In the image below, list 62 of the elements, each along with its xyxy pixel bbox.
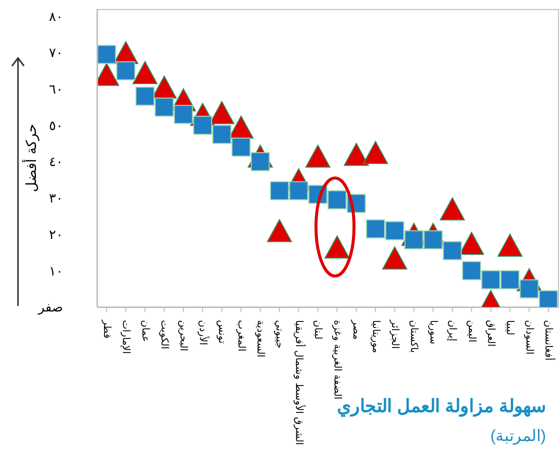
point [382,246,408,270]
x-tick-label: باكستان [408,320,420,353]
point [462,261,482,280]
x-tick-label: الشرق الأوسط وشمال أفريقيا [292,320,306,446]
x-tick-label: البحرين [178,320,189,352]
point [385,221,404,240]
y-tick-label: صفر [37,300,63,316]
x-tick-label: الجزائر [388,319,400,349]
point [497,234,522,257]
y-tick-label: ١٠ [49,264,63,280]
point [97,44,116,64]
point [305,144,330,168]
x-tick-label: مصر [350,319,362,340]
y-tick-label: ٧٠ [49,46,63,62]
point [366,219,386,238]
point [154,98,174,117]
point [136,86,155,106]
x-tick-label: السعودية [254,320,266,358]
x-tick-label: الضفة الغربية وغزة [331,320,342,400]
x-tick-label: موريتانيا [370,320,381,354]
y-tick-label: ٥٠ [49,118,63,134]
y-tick-label: ٨٠ [49,10,63,25]
x-tick-label: سوريا [427,320,438,344]
point [270,181,289,200]
point [289,181,308,200]
x-tick-label: عمان [139,320,150,342]
point [193,116,212,135]
x-tick-label: الكويت [158,320,170,350]
y-tick-label: ٢٠ [49,228,63,243]
y-tick-label: ٣٠ [49,192,63,207]
y-tick-label: ٤٠ [49,155,63,170]
x-tick-label: الأردن [196,320,210,346]
x-tick-label: المغرب [235,320,246,352]
text: (المرتبة) [490,427,546,446]
x-tick-label: ليبيا [504,320,516,336]
point [442,241,462,260]
x-tick-label: العراق [485,320,496,347]
x-tick-label: أفغانستان [542,320,556,361]
x-tick-label: تونس [216,320,228,344]
point [132,61,158,84]
x-tick-label: جيبوتي [274,320,285,349]
x-tick-label: إيران [446,320,458,342]
point [174,104,193,124]
point [328,190,347,210]
point [116,61,136,80]
point [538,290,558,307]
y-axis-title: حركة أفضل [24,124,40,192]
x-tick-label: لبنان [312,320,324,340]
point [232,138,251,157]
x-tick-label: السودان [523,320,534,354]
x-tick-label: الإمارات [120,320,132,354]
point [500,270,520,290]
point [266,219,292,242]
point [363,141,388,164]
x-tick-label: قطر [100,319,112,339]
point [212,124,232,144]
point [344,142,369,166]
point [481,270,500,290]
y-tick-label: ٦٠ [49,82,63,98]
x-tick-label: اليمن [466,320,477,342]
point [440,197,465,220]
point [324,236,350,259]
